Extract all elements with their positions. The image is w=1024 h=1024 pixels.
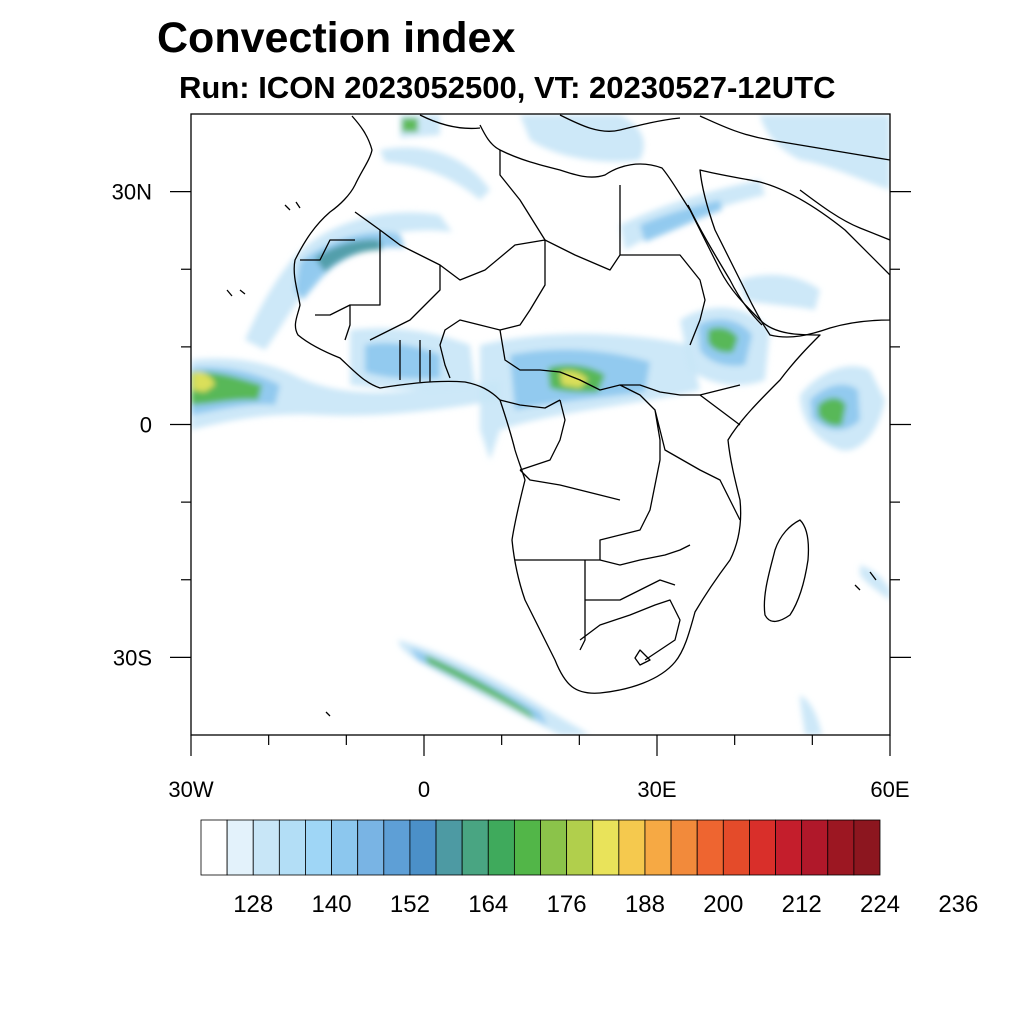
colorbar-swatch xyxy=(540,819,568,876)
colorbar-swatch xyxy=(749,819,776,876)
x-tick-label: 30E xyxy=(637,777,676,802)
borders-south xyxy=(515,544,691,666)
coastlines-and-borders xyxy=(226,114,890,717)
y-tick-label: 30N xyxy=(112,180,152,205)
colorbar-swatch xyxy=(618,819,646,876)
colorbar-swatch xyxy=(670,819,698,876)
colorbar-swatch xyxy=(827,819,855,876)
field-east-streak xyxy=(860,565,890,600)
colorbar-swatch xyxy=(383,819,411,876)
colorbar-swatch xyxy=(566,819,594,876)
borders-north xyxy=(354,150,706,379)
colorbar xyxy=(200,819,881,876)
field-westafrica-core xyxy=(295,232,405,300)
field-egypt-core xyxy=(640,200,722,242)
y-axis: 30N 0 30S xyxy=(112,180,911,670)
field-itcz-peak xyxy=(193,371,215,392)
plot-frame xyxy=(190,113,891,736)
field-itcz-band xyxy=(191,358,500,430)
borders-west xyxy=(300,230,431,382)
colorbar-swatch xyxy=(278,819,306,876)
field-south-front-strong xyxy=(425,655,535,720)
field-sahara-streak xyxy=(380,147,490,200)
africa-coastline xyxy=(293,115,821,694)
colorbar-swatch xyxy=(775,819,803,876)
chart-title: Convection index xyxy=(157,14,516,62)
x-tick-label: 30W xyxy=(168,777,213,802)
colorbar-swatch xyxy=(853,819,881,876)
field-se-streak xyxy=(800,695,822,735)
colorbar-label: 212 xyxy=(782,891,822,918)
colorbar-label: 164 xyxy=(468,891,508,918)
y-tick-label: 0 xyxy=(140,413,152,438)
persian-gulf xyxy=(799,189,890,241)
colorbar-swatch xyxy=(722,819,750,876)
colorbar-label: 128 xyxy=(233,891,273,918)
colorbar-swatch xyxy=(331,819,359,876)
colorbar-swatch xyxy=(801,819,829,876)
field-indian-ocean-strong xyxy=(818,397,846,426)
borders-central xyxy=(499,329,741,560)
islands xyxy=(226,201,877,717)
colorbar-label: 152 xyxy=(390,891,430,918)
colorbar-label: 224 xyxy=(860,891,900,918)
arabia-coastline xyxy=(699,169,890,338)
colorbar-label: 176 xyxy=(547,891,587,918)
colorbar-swatch xyxy=(200,819,228,876)
x-tick-label: 0 xyxy=(418,777,430,802)
colorbar-swatch xyxy=(409,819,437,876)
field-med xyxy=(520,115,644,162)
colorbar-swatch xyxy=(696,819,724,876)
europe-coastline xyxy=(419,114,890,161)
colorbar-swatch xyxy=(226,819,254,876)
chart-subtitle: Run: ICON 2023052500, VT: 20230527-12UTC xyxy=(179,70,836,105)
colorbar-label: 200 xyxy=(703,891,743,918)
colorbar-swatch xyxy=(513,819,541,876)
colorbar-swatch xyxy=(357,819,385,876)
colorbar-swatch xyxy=(435,819,463,876)
colorbar-label: 188 xyxy=(625,891,665,918)
colorbar-swatch xyxy=(487,819,515,876)
colorbar-swatch xyxy=(644,819,672,876)
field-tropic-north-core xyxy=(402,118,418,132)
x-axis: 30W 0 30E 60E xyxy=(168,735,910,802)
colorbar-swatch xyxy=(461,819,489,876)
x-tick-label: 60E xyxy=(870,777,909,802)
colorbar-swatch xyxy=(252,819,280,876)
colorbar-label: 140 xyxy=(312,891,352,918)
red-sea xyxy=(687,204,763,326)
colorbar-labels: 128 140 152 164 176 188 200 212 224 236 xyxy=(233,891,978,918)
colorbar-swatch xyxy=(305,819,332,876)
field-guinea-core xyxy=(365,343,440,379)
field-westafrica-strong xyxy=(315,239,382,272)
field-ethiopia-strong xyxy=(708,327,738,353)
field-mideast xyxy=(760,115,890,190)
colorbar-swatch xyxy=(592,819,620,876)
y-tick-label: 30S xyxy=(113,645,152,670)
colorbar-label: 236 xyxy=(938,891,978,918)
convection-field xyxy=(191,115,890,735)
field-arabia xyxy=(740,274,820,310)
madagascar-coastline xyxy=(763,519,810,623)
